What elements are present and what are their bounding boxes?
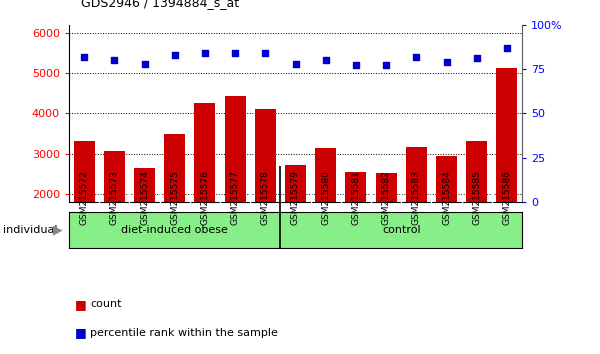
Text: percentile rank within the sample: percentile rank within the sample — [90, 328, 278, 338]
Point — [321, 57, 331, 63]
Bar — [436, 156, 457, 202]
Text: GSM215582: GSM215582 — [382, 170, 391, 225]
Text: GSM215576: GSM215576 — [200, 170, 209, 225]
Bar — [406, 147, 427, 202]
Point — [230, 50, 240, 56]
Point — [442, 59, 451, 65]
Bar — [255, 109, 276, 202]
Bar — [496, 68, 517, 202]
Bar — [164, 134, 185, 202]
Bar — [194, 103, 215, 202]
Point — [472, 56, 481, 61]
Bar — [134, 167, 155, 202]
Bar — [74, 141, 95, 202]
Point — [412, 54, 421, 59]
Text: GSM215574: GSM215574 — [140, 170, 149, 225]
Bar — [224, 96, 245, 202]
Text: GSM215579: GSM215579 — [291, 170, 300, 225]
Text: count: count — [90, 299, 122, 309]
Text: GSM215581: GSM215581 — [352, 170, 361, 225]
Text: GSM215573: GSM215573 — [110, 170, 119, 225]
Point — [109, 57, 119, 63]
Text: diet-induced obese: diet-induced obese — [121, 225, 228, 235]
Bar — [104, 151, 125, 202]
Point — [79, 54, 89, 59]
Point — [502, 45, 512, 51]
Point — [351, 63, 361, 68]
Text: GSM215585: GSM215585 — [472, 170, 481, 225]
Point — [382, 63, 391, 68]
Text: ■: ■ — [75, 298, 87, 311]
Point — [200, 50, 210, 56]
Text: ■: ■ — [75, 326, 87, 339]
Bar — [285, 165, 306, 202]
Text: control: control — [382, 225, 421, 235]
Bar — [315, 148, 336, 202]
Text: GSM215575: GSM215575 — [170, 170, 179, 225]
Text: GSM215583: GSM215583 — [412, 170, 421, 225]
Point — [170, 52, 179, 58]
Text: ▶: ▶ — [53, 224, 62, 236]
Text: individual: individual — [3, 225, 58, 235]
Text: GSM215586: GSM215586 — [502, 170, 511, 225]
Bar — [466, 141, 487, 202]
Point — [291, 61, 301, 67]
Bar — [376, 173, 397, 202]
Bar — [346, 172, 367, 202]
Text: GSM215580: GSM215580 — [321, 170, 330, 225]
Point — [260, 50, 270, 56]
Point — [140, 61, 149, 67]
Text: GSM215578: GSM215578 — [261, 170, 270, 225]
Text: GSM215572: GSM215572 — [80, 170, 89, 225]
Text: GSM215577: GSM215577 — [230, 170, 239, 225]
Text: GDS2946 / 1394884_s_at: GDS2946 / 1394884_s_at — [81, 0, 239, 9]
Text: GSM215584: GSM215584 — [442, 170, 451, 225]
